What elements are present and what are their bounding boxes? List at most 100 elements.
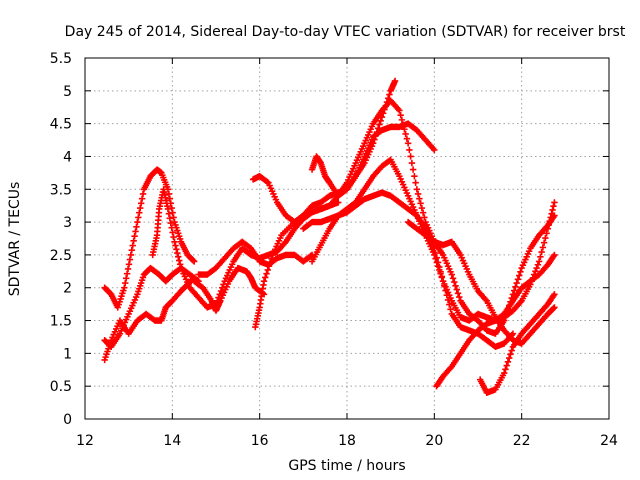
data-point-marker <box>517 268 524 275</box>
x-axis-ticks: 12 14 16 18 20 22 24 <box>76 58 618 449</box>
data-point-marker <box>129 242 136 249</box>
data-point-marker <box>386 91 393 98</box>
data-point-marker <box>262 274 269 281</box>
data-point-marker <box>373 128 381 136</box>
data-point-marker <box>413 186 421 193</box>
data-point-marker <box>408 159 416 167</box>
y-tick-label: 1 <box>63 346 72 362</box>
data-point-marker <box>169 229 176 236</box>
data-point-marker <box>443 292 451 299</box>
series-track-a <box>101 166 198 311</box>
data-point-marker <box>509 330 517 337</box>
data-point-marker <box>431 146 438 154</box>
data-point-marker <box>437 268 444 275</box>
data-point-marker <box>432 255 439 262</box>
data-point-marker <box>543 230 550 237</box>
data-point-marker <box>263 270 270 277</box>
data-point-marker <box>378 113 386 121</box>
x-tick-label: 24 <box>600 433 618 449</box>
x-tick-label: 20 <box>425 433 443 449</box>
data-point-marker <box>503 362 510 369</box>
data-point-marker <box>134 218 141 226</box>
y-tick-label: 4 <box>63 149 72 165</box>
data-point-marker <box>168 224 175 231</box>
data-point-marker <box>419 209 427 216</box>
data-point-marker <box>131 232 138 240</box>
data-point-marker <box>374 125 382 132</box>
y-tick-label: 4.5 <box>50 117 72 133</box>
data-point-marker <box>264 266 271 274</box>
data-point-marker <box>448 271 455 278</box>
x-tick-label: 14 <box>163 433 181 449</box>
grid-lines <box>85 58 609 419</box>
data-point-marker <box>545 221 553 229</box>
data-point-marker <box>540 239 548 246</box>
x-tick-label: 22 <box>513 433 531 449</box>
data-point-marker <box>175 257 183 264</box>
data-point-marker <box>377 117 384 125</box>
data-point-marker <box>409 166 417 173</box>
data-point-marker <box>170 233 177 241</box>
data-point-marker <box>507 351 514 358</box>
data-point-marker <box>547 214 554 221</box>
data-point-marker <box>128 247 135 254</box>
data-point-marker <box>216 291 223 298</box>
series-track-e <box>190 264 268 314</box>
data-point-marker <box>376 121 383 128</box>
y-tick-label: 3 <box>63 215 72 231</box>
data-point-marker <box>396 107 403 114</box>
data-point-marker <box>173 246 180 253</box>
data-point-marker <box>441 282 448 290</box>
data-point-marker <box>307 252 315 260</box>
data-point-marker <box>548 210 555 217</box>
y-axis-label: SDTVAR / TECUs <box>7 182 23 297</box>
data-point-marker <box>165 210 173 217</box>
data-point-marker <box>447 306 454 313</box>
data-point-marker <box>434 259 442 266</box>
data-point-marker <box>515 272 523 279</box>
data-point-marker <box>190 257 197 264</box>
data-point-marker <box>502 366 509 373</box>
data-point-marker <box>172 242 179 249</box>
x-tick-label: 16 <box>251 433 269 449</box>
data-point-marker <box>514 276 522 283</box>
data-point-marker <box>532 268 539 275</box>
data-point-marker <box>542 234 549 242</box>
data-point-marker <box>414 190 422 198</box>
series-track-i <box>308 77 399 200</box>
data-point-marker <box>398 116 406 124</box>
data-point-marker <box>260 277 268 285</box>
data-point-marker <box>454 290 462 297</box>
data-point-marker <box>432 249 439 257</box>
series-track-f <box>195 238 316 278</box>
data-point-marker <box>168 204 175 212</box>
data-point-marker <box>124 265 132 273</box>
y-tick-label: 0.5 <box>50 379 72 395</box>
data-point-marker <box>527 281 534 288</box>
data-point-marker <box>406 146 413 154</box>
data-point-marker <box>529 274 537 282</box>
data-point-marker <box>538 248 545 256</box>
data-point-marker <box>383 98 391 106</box>
data-point-marker <box>372 132 379 140</box>
data-point-marker <box>403 135 411 142</box>
data-point-marker <box>412 179 419 186</box>
data-point-marker <box>371 136 378 143</box>
x-tick-label: 18 <box>338 433 356 449</box>
data-point-marker <box>551 251 558 259</box>
data-point-marker <box>190 258 198 265</box>
data-point-marker <box>126 256 134 263</box>
series-track-n <box>476 291 558 396</box>
data-point-marker <box>381 106 388 113</box>
data-point-marker <box>508 347 515 354</box>
data-point-marker <box>133 223 140 230</box>
data-point-marker <box>402 130 409 138</box>
data-point-marker <box>411 172 418 180</box>
data-point-marker <box>528 277 535 285</box>
data-point-marker <box>139 190 147 198</box>
data-point-marker <box>384 95 392 102</box>
data-point-marker <box>537 253 544 260</box>
data-point-marker <box>550 202 557 210</box>
data-point-marker <box>442 287 449 294</box>
